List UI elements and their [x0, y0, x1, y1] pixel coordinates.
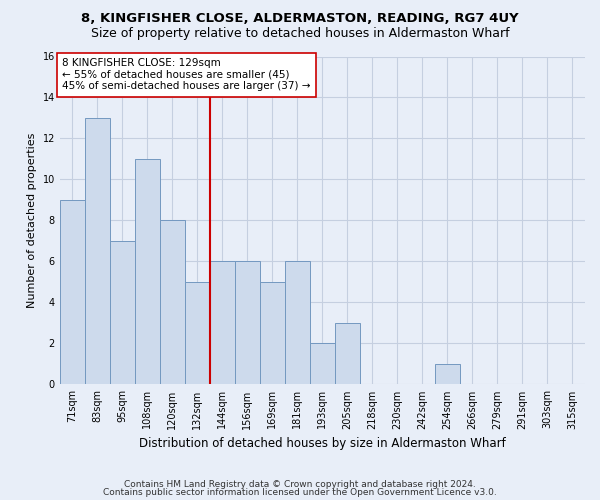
- Text: 8, KINGFISHER CLOSE, ALDERMASTON, READING, RG7 4UY: 8, KINGFISHER CLOSE, ALDERMASTON, READIN…: [81, 12, 519, 26]
- X-axis label: Distribution of detached houses by size in Aldermaston Wharf: Distribution of detached houses by size …: [139, 437, 506, 450]
- Bar: [285, 262, 310, 384]
- Bar: [60, 200, 85, 384]
- Bar: [185, 282, 210, 384]
- Bar: [85, 118, 110, 384]
- Bar: [435, 364, 460, 384]
- Bar: [135, 159, 160, 384]
- Bar: [110, 241, 135, 384]
- Text: Contains public sector information licensed under the Open Government Licence v3: Contains public sector information licen…: [103, 488, 497, 497]
- Bar: [160, 220, 185, 384]
- Bar: [310, 344, 335, 384]
- Bar: [335, 323, 360, 384]
- Y-axis label: Number of detached properties: Number of detached properties: [27, 133, 37, 308]
- Text: Size of property relative to detached houses in Aldermaston Wharf: Size of property relative to detached ho…: [91, 28, 509, 40]
- Text: 8 KINGFISHER CLOSE: 129sqm
← 55% of detached houses are smaller (45)
45% of semi: 8 KINGFISHER CLOSE: 129sqm ← 55% of deta…: [62, 58, 311, 92]
- Bar: [210, 262, 235, 384]
- Bar: [260, 282, 285, 384]
- Bar: [235, 262, 260, 384]
- Text: Contains HM Land Registry data © Crown copyright and database right 2024.: Contains HM Land Registry data © Crown c…: [124, 480, 476, 489]
